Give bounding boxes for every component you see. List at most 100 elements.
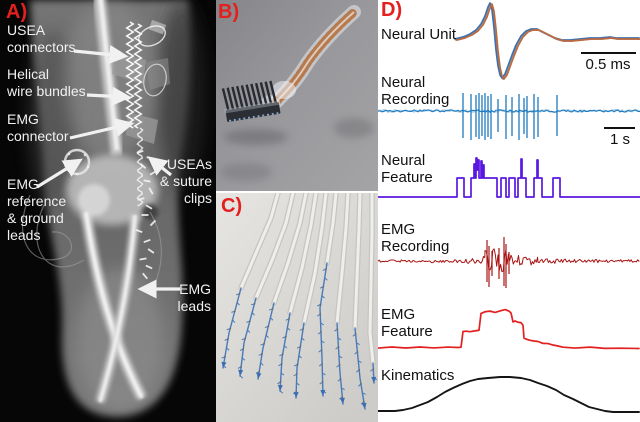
barb bbox=[324, 277, 328, 281]
label-emg-connector: EMG connector bbox=[7, 111, 69, 144]
lead-tip-arrow bbox=[277, 384, 283, 391]
wire-loop-2 bbox=[143, 63, 167, 97]
array-needle bbox=[264, 81, 273, 105]
emg-leads-photo bbox=[216, 193, 378, 422]
lead-deinsulated-blue-6 bbox=[319, 262, 328, 397]
signal-traces bbox=[378, 2, 640, 413]
suture-clip bbox=[135, 228, 143, 234]
array-needle bbox=[245, 84, 254, 108]
crimp-speck bbox=[244, 337, 247, 340]
barb bbox=[283, 345, 288, 349]
barb bbox=[321, 295, 325, 299]
array-needle bbox=[254, 82, 263, 106]
suture-clip bbox=[139, 163, 147, 169]
array-contact-glint bbox=[243, 117, 246, 120]
crimp-speck bbox=[321, 381, 324, 383]
emg-lead-wires bbox=[221, 193, 378, 410]
barb bbox=[356, 342, 360, 346]
scalebar-s-label: 1 s bbox=[609, 131, 630, 148]
crimp-speck bbox=[279, 381, 282, 383]
crimp-speck bbox=[263, 342, 265, 345]
lead-tip-arrow bbox=[339, 397, 345, 404]
crimp-speck bbox=[258, 370, 261, 373]
suture-clip bbox=[147, 248, 155, 254]
crimp-speck bbox=[253, 302, 256, 305]
barb bbox=[280, 372, 285, 376]
lead-tip-arrow bbox=[256, 372, 262, 379]
array-contact-glint bbox=[228, 119, 232, 122]
array-highlight bbox=[224, 100, 281, 114]
crimp-speck bbox=[261, 353, 263, 355]
usea-photo bbox=[216, 0, 378, 191]
trace-neural_recording-baseline bbox=[378, 109, 640, 113]
barb bbox=[338, 355, 343, 359]
label-usea-connectors: USEA connectors bbox=[7, 22, 76, 55]
crimp-speck bbox=[341, 395, 344, 398]
array-needle bbox=[240, 85, 249, 109]
panel-b-usea-photo: B) bbox=[216, 0, 378, 191]
crimp-speck bbox=[321, 363, 324, 365]
crimp-speck bbox=[281, 353, 284, 356]
suture-clip bbox=[145, 264, 153, 270]
annotation-arrow-5 bbox=[147, 156, 172, 177]
crimp-speck bbox=[356, 350, 359, 353]
crimp-speck bbox=[320, 331, 322, 333]
barb bbox=[362, 392, 366, 395]
barb bbox=[247, 329, 251, 333]
panel-c-emg-leads-photo: C) bbox=[216, 193, 378, 422]
metal-smudge-2 bbox=[220, 163, 272, 181]
suture-clip bbox=[148, 187, 154, 195]
lead-tip-arrow bbox=[371, 376, 377, 383]
label-emg-recording: EMG Recording bbox=[381, 221, 450, 255]
metal-background bbox=[216, 0, 378, 191]
trace-neural_unit-1 bbox=[454, 2, 640, 79]
array-contact-glint bbox=[266, 113, 270, 116]
array-contact-glint bbox=[257, 115, 260, 118]
array-contact-glint bbox=[252, 115, 255, 119]
barb bbox=[241, 357, 246, 361]
array-needle bbox=[235, 85, 244, 109]
crimp-speck bbox=[267, 325, 270, 328]
array-contact-glint bbox=[276, 112, 279, 115]
array-contact-glint bbox=[238, 118, 241, 121]
crimp-speck bbox=[288, 318, 290, 320]
crimp-speck bbox=[358, 368, 361, 371]
annotation-arrow-1 bbox=[73, 44, 129, 65]
array-needle bbox=[259, 82, 268, 106]
panel-d-letter: D) bbox=[381, 0, 403, 21]
crimp-speck bbox=[354, 333, 357, 335]
lead-insulated-core-3 bbox=[272, 193, 308, 305]
lead-insulated-core-6 bbox=[325, 193, 338, 265]
barb bbox=[226, 347, 230, 351]
crimp-speck bbox=[336, 328, 339, 330]
trace-neural_feature bbox=[378, 157, 640, 198]
crimp-speck bbox=[295, 373, 298, 375]
barb bbox=[298, 355, 302, 359]
crimp-speck bbox=[299, 345, 302, 348]
usea-array bbox=[221, 80, 281, 122]
annotation-arrow-4 bbox=[36, 158, 83, 189]
suture-clip bbox=[143, 238, 151, 244]
barb bbox=[236, 302, 240, 306]
barb bbox=[251, 312, 255, 316]
crimp-speck bbox=[233, 310, 236, 313]
barb bbox=[337, 337, 342, 341]
lead-insulated-core-8 bbox=[353, 193, 362, 330]
panel-d-signals: D) Neural Unit Neural Recording Neural F… bbox=[378, 0, 640, 422]
barb bbox=[320, 322, 324, 326]
array-needle bbox=[269, 80, 278, 104]
label-helical-wire-bundles: Helical wire bundles bbox=[7, 66, 86, 99]
panel-c-letter: C) bbox=[221, 195, 243, 217]
crimp-speck bbox=[360, 383, 362, 385]
trace-kinematics bbox=[378, 376, 640, 413]
array-base bbox=[225, 102, 281, 122]
wire-loop-1 bbox=[138, 25, 166, 47]
array-contact-glint bbox=[247, 116, 251, 119]
crimp-speck bbox=[320, 349, 323, 351]
array-needle bbox=[226, 87, 235, 111]
lead-insulated-core-9 bbox=[368, 193, 375, 365]
crimp-speck bbox=[280, 363, 283, 365]
lead-insulated-core-1 bbox=[239, 193, 280, 290]
label-useas-suture-clips: USEAs & suture clips bbox=[159, 156, 212, 206]
